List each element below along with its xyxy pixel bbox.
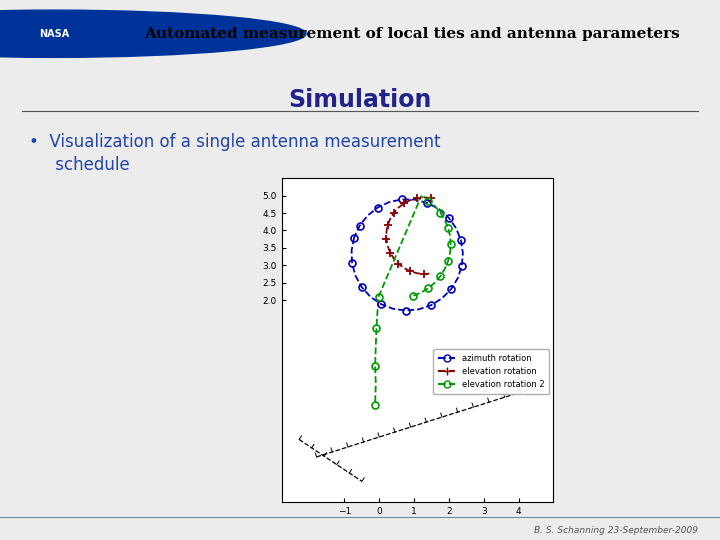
Circle shape xyxy=(0,10,306,57)
Legend: azimuth rotation, elevation rotation, elevation rotation 2: azimuth rotation, elevation rotation, el… xyxy=(433,349,549,394)
Text: B. S. Schanning 23-September-2009: B. S. Schanning 23-September-2009 xyxy=(534,526,698,535)
Text: Automated measurement of local ties and antenna parameters: Automated measurement of local ties and … xyxy=(144,27,680,40)
Text: NASA: NASA xyxy=(39,29,69,39)
Text: •  Visualization of a single antenna measurement
     schedule: • Visualization of a single antenna meas… xyxy=(29,133,441,174)
Text: Simulation: Simulation xyxy=(288,89,432,112)
